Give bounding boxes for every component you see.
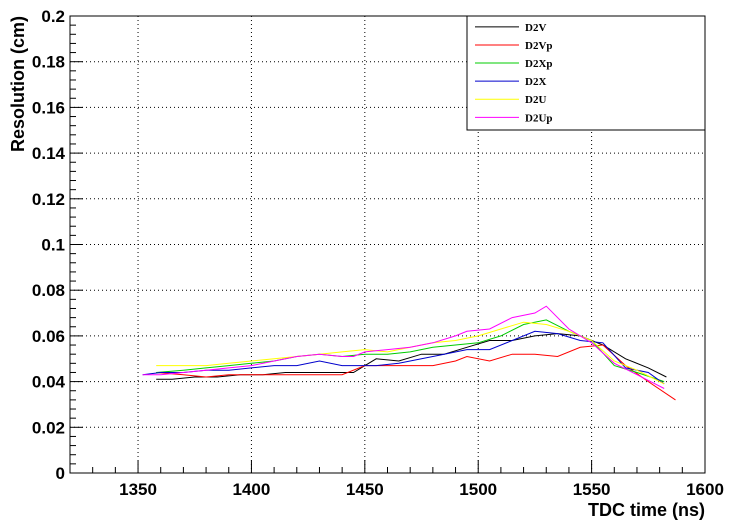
legend-label: D2X [525, 76, 546, 88]
y-tick-label: 0.04 [32, 373, 66, 392]
legend-box [466, 15, 706, 131]
y-tick-label: 0.08 [32, 281, 65, 300]
x-tick-label: 1350 [119, 480, 157, 499]
y-tick-label: 0.18 [32, 53, 65, 72]
legend-label: D2Xp [525, 58, 553, 70]
tick-labels: 1350 1400 1450 1500 1550 1600 0 0.02 0.04 0.06 0.0… [32, 7, 724, 499]
x-axis-title: TDC time (ns) [588, 500, 705, 520]
series-line-d2v [156, 333, 667, 380]
legend-label: D2Up [525, 112, 553, 124]
x-tick-label: 1500 [459, 480, 497, 499]
y-tick-label: 0.14 [32, 144, 66, 163]
y-tick-label: 0.2 [41, 7, 65, 26]
y-tick-label: 0.06 [32, 327, 65, 346]
y-tick-label: 0 [56, 464, 65, 483]
legend-label: D2Vp [525, 40, 553, 52]
legend-label: D2V [525, 22, 546, 34]
series-line-d2up [142, 305, 665, 389]
y-tick-label: 0.12 [32, 190, 65, 209]
legend: D2V D2Vp D2Xp D2X D2U D2Up [466, 15, 706, 131]
axis-ticks [69, 15, 706, 474]
x-tick-label: 1600 [686, 480, 724, 499]
y-axis-title: Resolution (cm) [8, 16, 28, 152]
series-line-d2vp [156, 344, 676, 401]
x-tick-label: 1400 [233, 480, 271, 499]
legend-label: D2U [525, 94, 546, 106]
series-line-d2x [142, 330, 665, 385]
y-tick-label: 0.02 [32, 418, 65, 437]
series-lines [142, 305, 676, 401]
y-tick-label: 0.16 [32, 98, 65, 117]
y-tick-label: 0.1 [41, 236, 65, 255]
series-line-d2xp [156, 319, 665, 383]
x-tick-label: 1550 [573, 480, 611, 499]
x-tick-label: 1450 [346, 480, 384, 499]
